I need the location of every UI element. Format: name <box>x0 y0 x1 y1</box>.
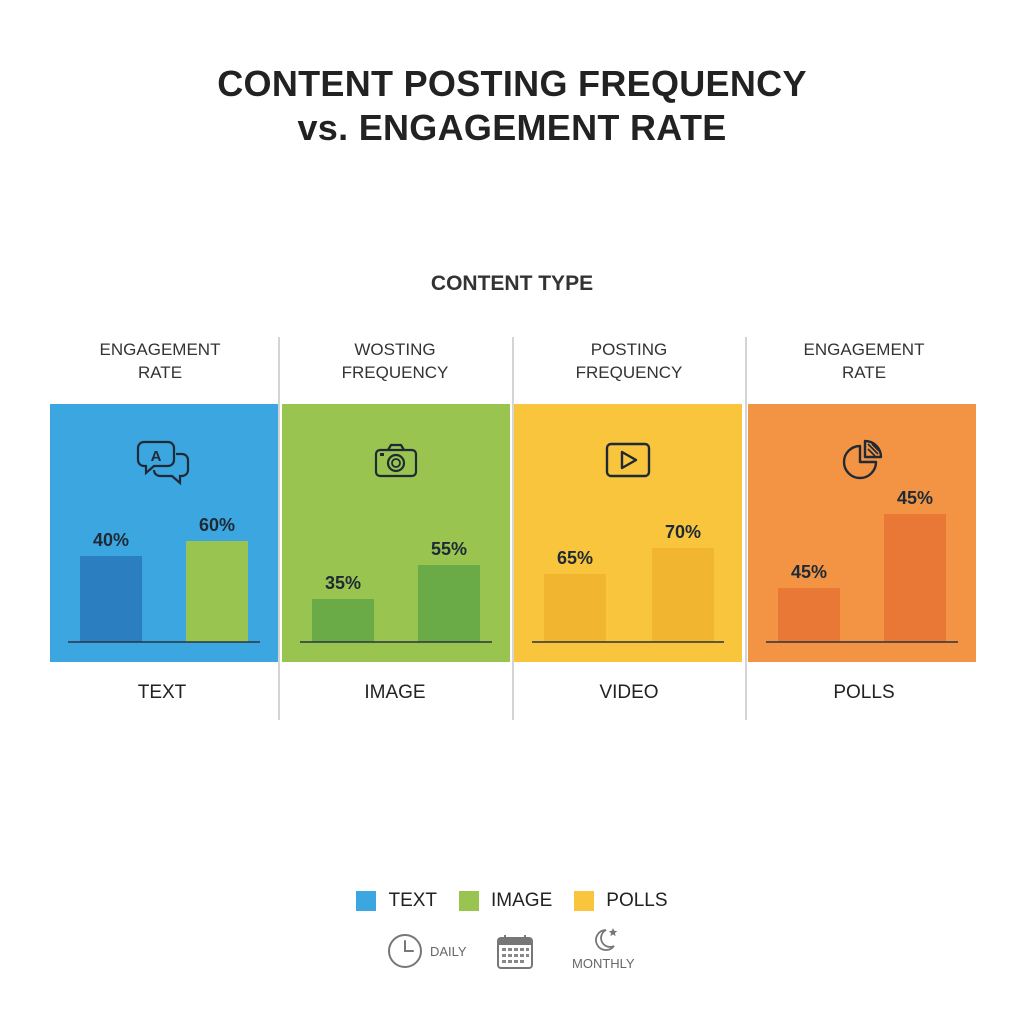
column-header-line: WOSTING <box>354 340 436 359</box>
column-header-line: POSTING <box>590 340 668 359</box>
bar-video-1 <box>544 574 606 642</box>
bars-svg: 45% 45% <box>766 488 958 643</box>
legend-swatch <box>459 891 480 911</box>
panel-image: 35% 55% <box>282 404 510 662</box>
legend: TEXT IMAGE POLLS <box>0 890 1024 912</box>
bar-value-label: 35% <box>325 573 361 593</box>
frequency-monthly: MONTHLY <box>572 926 635 971</box>
column-divider <box>745 337 747 720</box>
bar-value-label: 70% <box>665 522 701 542</box>
category-label-image: IMAGE <box>364 682 426 703</box>
moon-star-icon <box>595 928 618 951</box>
camera-icon <box>374 443 418 478</box>
svg-text:A: A <box>151 448 162 465</box>
column-divider <box>512 337 514 720</box>
category-label-video: VIDEO <box>599 682 659 703</box>
bar-value-label: 55% <box>431 539 467 559</box>
panel-text: A 40% 60% <box>50 404 278 662</box>
section-title: CONTENT TYPE <box>430 272 594 295</box>
chart-title-line-2: vs. ENGAGEMENT RATE <box>297 107 727 148</box>
pie-chart-icon <box>842 439 883 480</box>
column-header-line: FREQUENCY <box>575 363 683 382</box>
chat-bubbles-icon: A <box>136 440 190 486</box>
category-label-text: TEXT <box>137 682 187 703</box>
bars-svg: 40% 60% <box>68 515 260 643</box>
frequency-daily: DAILY <box>386 932 467 970</box>
bar-text-2 <box>186 541 248 642</box>
legend-item-image: IMAGE <box>459 890 552 912</box>
column-header-image: WOSTING FREQUENCY <box>279 338 511 384</box>
bar-image-2 <box>418 565 480 642</box>
clock-icon <box>388 934 422 968</box>
column-divider <box>278 337 280 720</box>
bars-svg: 35% 55% <box>300 539 492 643</box>
play-icon <box>605 442 651 478</box>
bars-svg: 65% 70% <box>532 522 724 643</box>
panel-polls: 45% 45% <box>748 404 976 662</box>
chart-title: CONTENT POSTING FREQUENCY vs. ENGAGEMENT… <box>0 62 1024 150</box>
column-header-line: RATE <box>137 363 183 382</box>
frequency-weekly <box>495 932 535 972</box>
column-header-text: ENGAGEMENT RATE <box>44 338 276 384</box>
legend-item-polls: POLLS <box>574 890 668 912</box>
calendar-icon <box>497 935 533 969</box>
frequency-label: MONTHLY <box>572 956 635 971</box>
bar-video-2 <box>652 548 714 642</box>
legend-item-text: TEXT <box>356 890 437 912</box>
column-header-line: RATE <box>841 363 887 382</box>
bar-value-label: 60% <box>199 515 235 535</box>
chart-title-line-1: CONTENT POSTING FREQUENCY <box>217 63 807 104</box>
column-header-video: POSTING FREQUENCY <box>513 338 745 384</box>
legend-swatch <box>356 891 377 911</box>
frequency-label: DAILY <box>430 943 467 959</box>
bar-polls-2 <box>884 514 946 642</box>
bar-value-label: 45% <box>791 562 827 582</box>
legend-label: TEXT <box>388 890 438 911</box>
column-header-line: FREQUENCY <box>341 363 449 382</box>
legend-swatch <box>574 891 595 911</box>
column-header-line: ENGAGEMENT <box>99 340 221 359</box>
bar-value-label: 40% <box>93 530 129 550</box>
frequency-legend: DAILY MONTHLY <box>0 928 1024 980</box>
column-header-polls: ENGAGEMENT RATE <box>748 338 980 384</box>
bar-value-label: 45% <box>897 488 933 508</box>
bar-text-1 <box>80 556 142 642</box>
panel-video: 65% 70% <box>514 404 742 662</box>
bar-value-label: 65% <box>557 548 593 568</box>
bar-image-1 <box>312 599 374 642</box>
legend-label: POLLS <box>606 890 668 911</box>
bar-polls-1 <box>778 588 840 642</box>
column-header-line: ENGAGEMENT <box>803 340 925 359</box>
category-label-polls: POLLS <box>833 682 895 703</box>
legend-label: IMAGE <box>491 890 553 911</box>
